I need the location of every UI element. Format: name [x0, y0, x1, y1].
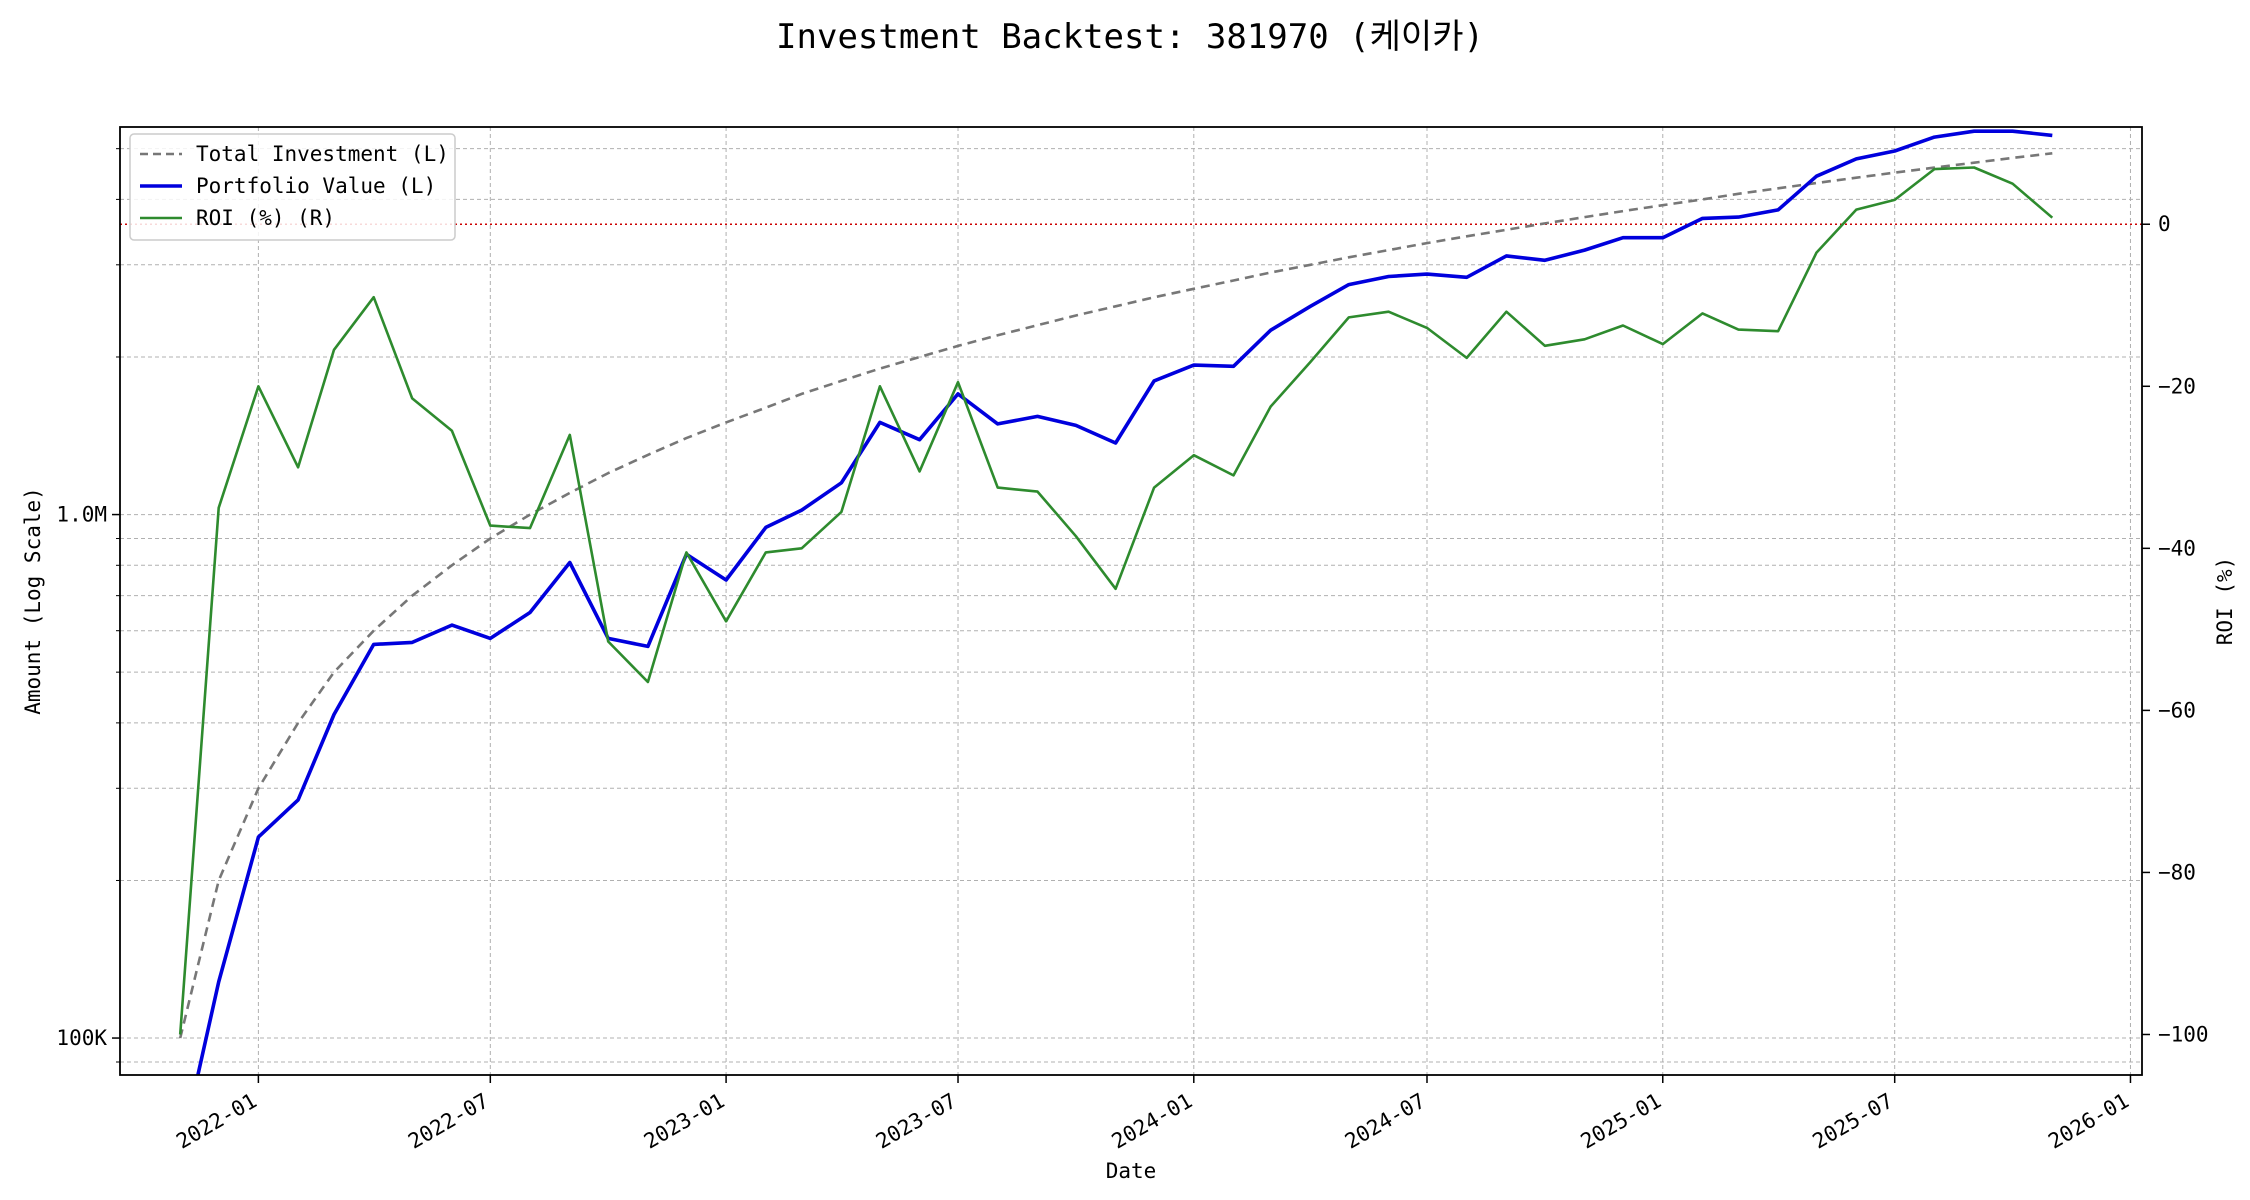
legend-label-roi: ROI (%) (R) — [196, 206, 335, 230]
x-tick-label: 2026-01 — [2044, 1089, 2133, 1154]
x-tick-label: 2025-01 — [1577, 1089, 1666, 1154]
left-axis-label: Amount (Log Scale) — [21, 487, 45, 715]
total-investment-line — [178, 152, 2053, 1039]
right-y-axis: 0 −20 −40 −60 −80 −100 — [2142, 212, 2209, 1046]
right-tick-label: −100 — [2158, 1022, 2209, 1046]
roi-line — [178, 166, 2054, 1035]
left-tick-label: 1.0M — [56, 503, 107, 527]
legend-label-total-investment: Total Investment (L) — [196, 142, 449, 166]
right-tick-label: −60 — [2158, 698, 2196, 722]
right-tick-label: 0 — [2158, 212, 2171, 236]
x-tick-label: 2024-01 — [1108, 1089, 1197, 1154]
right-tick-label: −20 — [2158, 374, 2196, 398]
left-y-axis: 100K 1.0M — [56, 148, 120, 1063]
legend-box — [129, 133, 456, 241]
x-tick-label: 2022-07 — [404, 1089, 493, 1154]
x-axis-label: Date — [1106, 1159, 1157, 1183]
series-layer — [120, 129, 2142, 1075]
grid-layer — [120, 127, 2142, 1075]
portfolio-value-line — [196, 129, 2053, 1075]
x-tick-label: 2022-01 — [172, 1089, 261, 1154]
left-tick-label: 100K — [56, 1026, 107, 1050]
legend: Total Investment (L) Portfolio Value (L) R… — [129, 133, 456, 241]
x-axis: 2022-01 2022-07 2023-01 2023-07 2024-01 2024-… — [172, 1075, 2133, 1154]
x-tick-label: 2023-07 — [872, 1089, 961, 1154]
x-tick-label: 2025-07 — [1809, 1089, 1898, 1154]
x-tick-label: 2023-01 — [640, 1089, 729, 1154]
right-axis-label: ROI (%) — [2213, 557, 2237, 646]
legend-label-portfolio-value: Portfolio Value (L) — [196, 174, 436, 198]
plot-frame — [119, 126, 2143, 1076]
chart-title: Investment Backtest: 381970 (케이카) — [776, 17, 1484, 57]
x-tick-label: 2024-07 — [1341, 1089, 1430, 1154]
right-tick-label: −80 — [2158, 860, 2196, 884]
right-tick-label: −40 — [2158, 536, 2196, 560]
